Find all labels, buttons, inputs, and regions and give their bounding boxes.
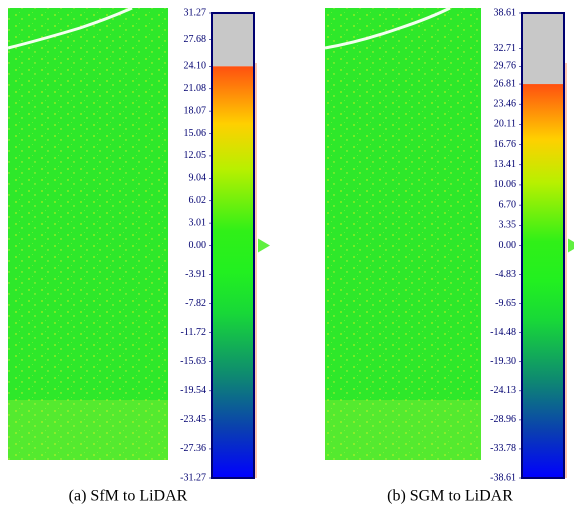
saturated-region bbox=[522, 13, 564, 85]
tick-label: 15.06 bbox=[184, 128, 207, 139]
tick-label: -4.83 bbox=[495, 269, 516, 280]
tick-label: 0.00 bbox=[499, 240, 517, 251]
tick-label: 32.71 bbox=[494, 43, 517, 54]
tick-label: 10.06 bbox=[494, 179, 517, 190]
tick-label: -15.63 bbox=[180, 356, 206, 367]
caption: (b) SGM to LiDAR bbox=[387, 488, 513, 505]
tick-label: -9.65 bbox=[495, 298, 516, 309]
color-scale bbox=[522, 84, 564, 478]
tick-label: 3.35 bbox=[499, 220, 517, 231]
tick-label: -23.45 bbox=[180, 414, 206, 425]
tick-label: -19.30 bbox=[490, 356, 516, 367]
caption: (a) SfM to LiDAR bbox=[69, 488, 188, 505]
tick-label: 26.81 bbox=[494, 78, 517, 89]
tick-label: -14.48 bbox=[490, 327, 516, 338]
tick-label: 9.04 bbox=[189, 173, 207, 184]
tick-label: 29.76 bbox=[494, 61, 517, 72]
tick-label: 12.05 bbox=[184, 150, 207, 161]
tick-label: 20.11 bbox=[494, 119, 516, 130]
zero-marker bbox=[568, 238, 574, 253]
tick-label: 18.07 bbox=[184, 105, 207, 116]
panel-a-image bbox=[7, 6, 168, 460]
tick-label: 38.61 bbox=[494, 7, 517, 18]
tick-label: -28.96 bbox=[490, 414, 516, 425]
tick-label: 21.08 bbox=[184, 83, 207, 94]
tick-label: -38.61 bbox=[490, 472, 516, 483]
tick-label: -11.72 bbox=[181, 327, 206, 338]
tick-label: 6.02 bbox=[189, 195, 207, 206]
tick-label: 23.46 bbox=[494, 99, 517, 110]
tick-label: 0.00 bbox=[189, 240, 207, 251]
tick-label: 24.10 bbox=[184, 61, 207, 72]
zero-marker bbox=[258, 238, 270, 253]
tick-label: 3.01 bbox=[189, 217, 207, 228]
tick-label: -3.91 bbox=[185, 269, 206, 280]
tick-label: -33.78 bbox=[490, 443, 516, 454]
color-scale bbox=[212, 66, 254, 479]
panel-b-image bbox=[324, 6, 481, 460]
tick-label: 31.27 bbox=[184, 7, 207, 18]
tick-label: 13.41 bbox=[494, 159, 517, 170]
tick-label: 6.70 bbox=[499, 199, 517, 210]
tick-label: 16.76 bbox=[494, 139, 517, 150]
tick-label: -19.54 bbox=[180, 385, 206, 396]
tick-label: -7.82 bbox=[185, 298, 206, 309]
tick-label: -24.13 bbox=[490, 385, 516, 396]
saturated-region bbox=[212, 13, 254, 67]
tick-label: 27.68 bbox=[184, 34, 207, 45]
tick-label: -27.36 bbox=[180, 443, 206, 454]
tick-label: -31.27 bbox=[180, 472, 206, 483]
